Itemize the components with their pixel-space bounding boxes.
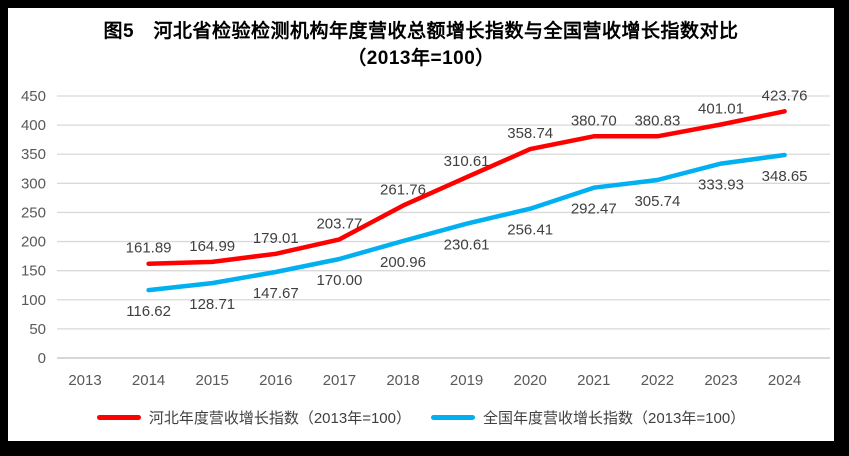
legend-label-hebei: 河北年度营收增长指数（2013年=100）	[148, 409, 411, 427]
y-tick-label: 0	[38, 350, 46, 367]
chart-title-line2: （2013年=100）	[347, 47, 495, 69]
legend-swatch-national	[431, 414, 475, 420]
legend-label-national: 全国年度营收增长指数（2013年=100）	[483, 409, 746, 427]
x-tick-label: 2024	[768, 372, 801, 389]
x-tick-label: 2021	[577, 372, 610, 389]
data-label-hebei: 401.01	[698, 101, 744, 118]
line-chart: 0 50 100 150 200 250 300 350 400 450 2013 2014 2015 2…	[21, 87, 830, 389]
x-tick-label: 2019	[450, 372, 483, 389]
data-label-national: 170.00	[316, 272, 362, 289]
chart-legend: 河北年度营收增长指数（2013年=100） 全国年度营收增长指数（2013年=10…	[8, 402, 834, 432]
y-tick-label: 300	[21, 175, 46, 192]
data-label-hebei: 161.89	[126, 240, 172, 257]
x-tick-label: 2014	[132, 372, 165, 389]
data-label-national: 230.61	[444, 237, 490, 254]
data-label-national: 116.62	[126, 303, 171, 320]
data-label-national: 147.67	[253, 285, 299, 302]
y-tick-label: 450	[21, 88, 46, 105]
y-tick-label: 50	[29, 321, 46, 338]
data-label-national: 128.71	[189, 296, 235, 313]
x-tick-label: 2023	[704, 372, 737, 389]
y-tick-label: 250	[21, 204, 46, 221]
chart-title: 图5 河北省检验检测机构年度营收总额增长指数与全国营收增长指数对比 （2013年…	[8, 19, 834, 72]
x-tick-label: 2016	[259, 372, 292, 389]
data-label-hebei: 358.74	[507, 125, 553, 142]
data-label-hebei: 423.76	[762, 87, 808, 104]
y-tick-label: 350	[21, 146, 46, 163]
data-label-national: 348.65	[762, 168, 808, 185]
data-label-national: 200.96	[380, 254, 426, 271]
data-label-hebei: 203.77	[316, 215, 362, 232]
legend-swatch-hebei	[96, 414, 141, 420]
data-label-hebei: 261.76	[380, 182, 426, 199]
x-tick-label: 2017	[323, 372, 356, 389]
x-tick-label: 2018	[386, 372, 419, 389]
series-line-national	[146, 152, 787, 293]
data-label-hebei: 380.83	[634, 112, 680, 129]
chart-title-line1: 图5 河北省检验检测机构年度营收总额增长指数与全国营收增长指数对比	[103, 21, 739, 42]
x-tick-label: 2020	[514, 372, 547, 389]
y-tick-label: 200	[21, 234, 46, 251]
data-label-national: 256.41	[507, 222, 553, 239]
data-label-national: 305.74	[634, 193, 680, 210]
data-label-hebei: 380.70	[571, 112, 617, 129]
data-label-hebei: 164.99	[189, 238, 235, 255]
legend-item-national: 全国年度营收增长指数（2013年=100）	[431, 407, 745, 428]
y-tick-label: 100	[21, 292, 46, 309]
y-tick-label: 400	[21, 117, 46, 134]
data-label-national: 292.47	[571, 201, 617, 218]
y-tick-label: 150	[21, 263, 46, 280]
legend-item-hebei: 河北年度营收增长指数（2013年=100）	[96, 407, 411, 428]
chart-canvas: 图5 河北省检验检测机构年度营收总额增长指数与全国营收增长指数对比 （2013年…	[8, 8, 834, 441]
x-tick-label: 2022	[641, 372, 674, 389]
x-tick-label: 2015	[196, 372, 229, 389]
x-tick-label: 2013	[68, 372, 101, 389]
series-line-hebei	[146, 109, 787, 266]
data-label-national: 333.93	[698, 177, 744, 194]
data-label-hebei: 310.61	[444, 153, 490, 170]
data-label-hebei: 179.01	[253, 230, 299, 247]
